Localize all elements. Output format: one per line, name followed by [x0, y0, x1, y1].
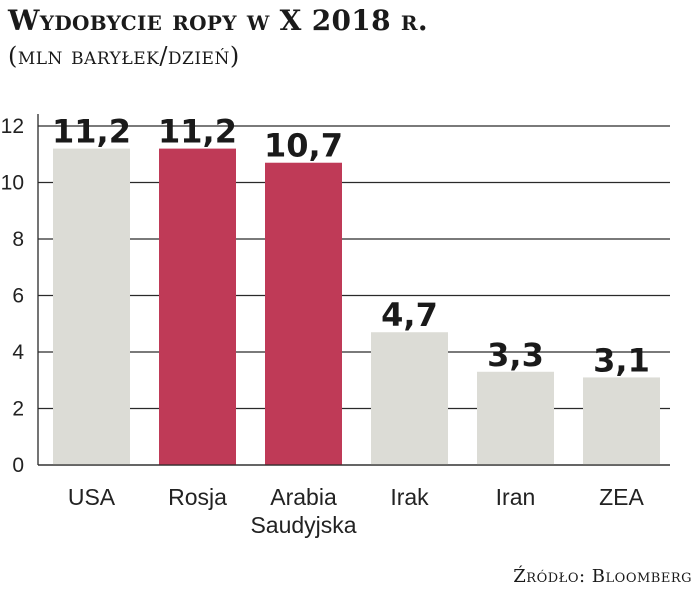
- data-label: 10,7: [264, 127, 343, 165]
- y-tick-label: 2: [12, 398, 24, 421]
- data-label: 3,3: [487, 336, 544, 374]
- bar-zea: [583, 377, 660, 465]
- chart-title: Wydobycie ropy w X 2018 r.: [8, 4, 428, 37]
- y-tick-label: 8: [12, 228, 24, 251]
- bar-irak: [371, 332, 448, 465]
- bar-usa: [53, 148, 130, 465]
- source-note: Źródło: Bloomberg: [513, 566, 692, 587]
- y-tick-label: 0: [12, 454, 24, 477]
- x-tick-label: Rosja: [168, 484, 227, 510]
- data-label: 11,2: [52, 113, 131, 151]
- y-tick-label: 4: [12, 341, 24, 364]
- chart-subtitle: (mln baryłek/dzień): [8, 42, 240, 70]
- bar-iran: [477, 371, 554, 465]
- bar-arabia-saudyjska: [265, 162, 342, 465]
- x-tick-label: USA: [68, 484, 116, 510]
- x-tick-label: ZEA: [599, 484, 644, 510]
- y-tick-label: 10: [1, 172, 24, 195]
- x-tick-label: Irak: [390, 484, 429, 510]
- x-tick-label: Iran: [496, 484, 536, 510]
- bar-rosja: [159, 148, 236, 465]
- data-label: 11,2: [158, 113, 237, 151]
- data-label: 3,1: [593, 341, 650, 379]
- x-tick-label: Arabia Saudyjska: [250, 484, 356, 538]
- y-tick-label: 6: [12, 285, 24, 308]
- data-label: 4,7: [381, 296, 438, 334]
- y-tick-label: 12: [1, 115, 24, 138]
